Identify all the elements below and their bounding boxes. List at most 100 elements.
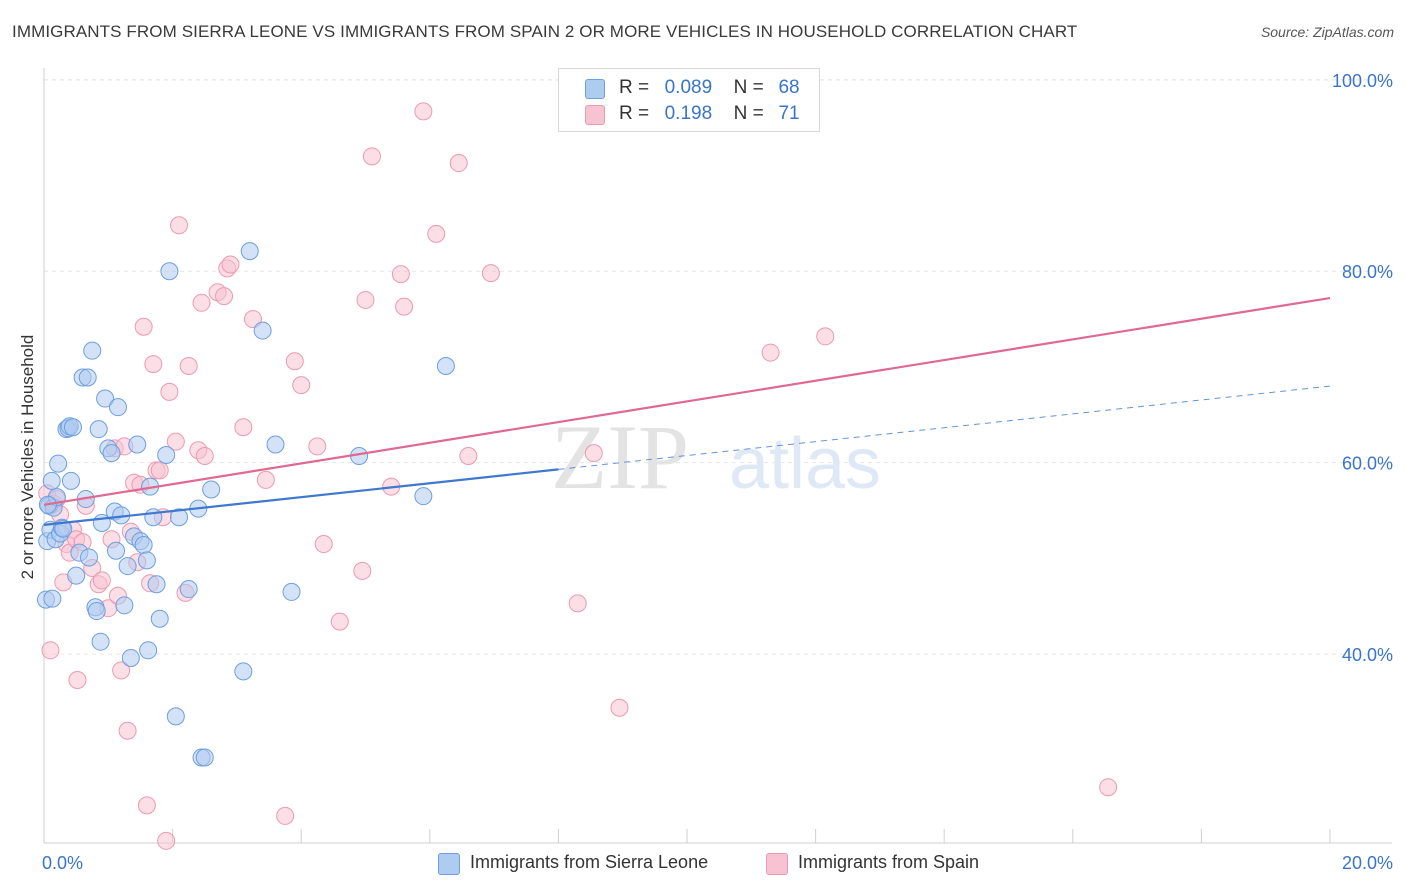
data-point-sierra-leone xyxy=(96,389,115,408)
data-point-sierra-leone xyxy=(67,566,86,585)
data-point-sierra-leone xyxy=(42,471,61,490)
data-point-spain xyxy=(157,831,176,850)
data-point-sierra-leone xyxy=(170,508,189,527)
legend-n-label: N = xyxy=(733,103,764,124)
data-point-sierra-leone xyxy=(195,748,214,767)
data-point-spain xyxy=(234,418,253,437)
data-point-spain xyxy=(112,661,131,680)
trend-lines xyxy=(43,296,1331,526)
data-point-sierra-leone xyxy=(253,321,272,340)
data-point-spain xyxy=(41,641,60,660)
data-point-sierra-leone xyxy=(89,420,108,439)
data-point-spain xyxy=(134,317,153,336)
watermark-atlas: atlas xyxy=(729,424,881,504)
data-point-sierra-leone xyxy=(115,596,134,615)
data-point-sierra-leone xyxy=(102,444,121,463)
data-point-sierra-leone xyxy=(80,548,99,567)
data-point-spain xyxy=(391,265,410,284)
data-point-spain xyxy=(166,432,185,451)
bottom-legend-swatch-sierra-leone xyxy=(438,853,460,875)
tick-labels: 40.0% 60.0% 80.0% 100.0% 0.0% 20.0% xyxy=(42,71,1393,873)
legend-r-value-spain: 0.198 xyxy=(664,103,713,124)
data-point-sierra-leone xyxy=(108,398,127,417)
trend-line-sierra-leone xyxy=(43,468,559,526)
data-point-spain xyxy=(816,327,835,346)
data-point-sierra-leone xyxy=(128,435,147,454)
data-point-sierra-leone xyxy=(62,471,81,490)
data-point-spain xyxy=(314,535,333,554)
data-point-spain xyxy=(150,461,169,480)
data-point-sierra-leone xyxy=(157,446,176,465)
data-point-spain xyxy=(285,352,304,371)
trend-line-spain xyxy=(43,296,1331,506)
data-point-sierra-leone xyxy=(134,536,153,555)
y-axis-label: 2 or more Vehicles in Household xyxy=(18,335,37,580)
data-point-sierra-leone xyxy=(202,480,221,499)
bottom-legend-label-sierra-leone: Immigrants from Sierra Leone xyxy=(470,852,709,872)
data-point-sierra-leone xyxy=(240,242,259,261)
data-point-spain xyxy=(362,147,381,166)
data-point-spain xyxy=(308,437,327,456)
data-point-spain xyxy=(179,356,198,375)
data-point-spain xyxy=(243,310,262,329)
data-point-spain xyxy=(459,446,478,465)
data-point-sierra-leone xyxy=(139,641,158,660)
bottom-legend-label-spain: Immigrants from Spain xyxy=(798,852,980,872)
data-point-spain xyxy=(353,561,372,580)
data-point-sierra-leone xyxy=(107,541,126,560)
data-point-spain xyxy=(356,290,375,309)
x-tick-label-min: 0.0% xyxy=(42,853,83,873)
data-point-spain xyxy=(568,594,587,613)
watermark-zip: ZIP xyxy=(551,406,689,508)
data-point-sierra-leone xyxy=(87,602,106,621)
data-point-spain xyxy=(92,571,111,590)
data-point-spain xyxy=(292,376,311,395)
data-point-spain xyxy=(330,612,349,631)
data-point-sierra-leone xyxy=(147,575,166,594)
x-tick-label-max: 20.0% xyxy=(1342,853,1393,873)
data-point-sierra-leone xyxy=(179,580,198,599)
legend-n-label: N = xyxy=(733,77,764,98)
data-point-sierra-leone xyxy=(166,707,185,726)
bottom-legend-swatch-spain xyxy=(766,853,788,875)
legend-r-label: R = xyxy=(619,103,650,124)
data-point-sierra-leone xyxy=(43,589,62,608)
y-tick-label: 40.0% xyxy=(1342,645,1393,665)
data-point-sierra-leone xyxy=(436,356,455,375)
data-point-spain xyxy=(137,796,156,815)
legend-swatch-sierra-leone xyxy=(585,79,605,99)
data-point-sierra-leone xyxy=(137,551,156,570)
data-point-sierra-leone xyxy=(91,632,110,651)
legend-n-value-sierra-leone: 68 xyxy=(778,77,800,98)
data-point-sierra-leone xyxy=(121,648,140,667)
data-point-sierra-leone xyxy=(49,454,68,473)
axes xyxy=(43,68,1392,844)
data-point-spain xyxy=(427,224,446,243)
data-point-spain xyxy=(276,806,295,825)
data-point-spain xyxy=(160,382,179,401)
data-point-spain xyxy=(170,216,189,235)
y-tick-label: 100.0% xyxy=(1332,71,1393,91)
source-credit: Source: ZipAtlas.com xyxy=(1260,24,1394,40)
data-point-spain xyxy=(221,255,240,274)
data-point-sierra-leone xyxy=(234,662,253,681)
data-point-sierra-leone xyxy=(83,341,102,360)
data-point-spain xyxy=(118,721,137,740)
gridlines xyxy=(44,79,1392,655)
data-point-sierra-leone xyxy=(160,262,179,281)
correlation-legend: R = 0.089 N = 68 R = 0.198 N = 71 xyxy=(558,68,820,132)
data-point-spain xyxy=(449,154,468,173)
y-tick-label: 80.0% xyxy=(1342,262,1393,282)
data-point-sierra-leone xyxy=(266,435,285,454)
data-point-sierra-leone xyxy=(63,418,82,437)
data-point-spain xyxy=(481,264,500,283)
legend-r-value-sierra-leone: 0.089 xyxy=(664,77,713,98)
legend-swatch-spain xyxy=(585,105,605,125)
data-point-spain xyxy=(1099,778,1118,797)
data-point-sierra-leone xyxy=(118,557,137,576)
data-point-spain xyxy=(144,355,163,374)
data-point-spain xyxy=(761,343,780,362)
y-tick-label: 60.0% xyxy=(1342,454,1393,474)
data-point-spain xyxy=(195,446,214,465)
